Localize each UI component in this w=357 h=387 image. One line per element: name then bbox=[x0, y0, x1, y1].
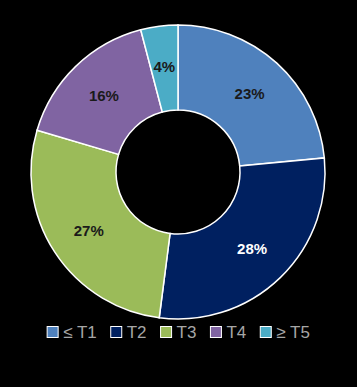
legend-item: T4 bbox=[210, 323, 246, 342]
slice bbox=[159, 158, 325, 319]
legend-label: T2 bbox=[127, 323, 147, 342]
slice bbox=[31, 130, 170, 318]
legend-label: ≤ T1 bbox=[63, 323, 97, 342]
legend-label: T3 bbox=[177, 323, 197, 342]
legend-swatch bbox=[260, 327, 271, 338]
slice bbox=[178, 25, 324, 166]
legend-item: ≤ T1 bbox=[47, 323, 97, 342]
legend: ≤ T1 T2 T3 T4 ≥ T5 bbox=[47, 323, 310, 342]
data-label: 27% bbox=[74, 222, 104, 239]
data-label: 28% bbox=[237, 240, 267, 257]
legend-swatch bbox=[161, 327, 172, 338]
legend-item: ≥ T5 bbox=[260, 323, 310, 342]
data-label: 16% bbox=[89, 87, 119, 104]
data-label: 23% bbox=[235, 85, 265, 102]
data-label: 4% bbox=[154, 58, 176, 75]
data-labels: 23% 28% 27% 16% 4% bbox=[74, 58, 267, 257]
legend-label: ≥ T5 bbox=[276, 323, 310, 342]
legend-item: T2 bbox=[111, 323, 147, 342]
legend-swatch bbox=[111, 327, 122, 338]
slice bbox=[37, 30, 162, 155]
legend-swatch bbox=[210, 327, 221, 338]
background bbox=[0, 0, 357, 387]
slices bbox=[31, 25, 325, 319]
chart: 23% 28% 27% 16% 4% ≤ T1 T2 T3 T4 ≥ T5 bbox=[0, 0, 357, 387]
legend-label: T4 bbox=[226, 323, 246, 342]
legend-swatch bbox=[47, 327, 58, 338]
legend-item: T3 bbox=[161, 323, 197, 342]
slice bbox=[141, 25, 178, 112]
